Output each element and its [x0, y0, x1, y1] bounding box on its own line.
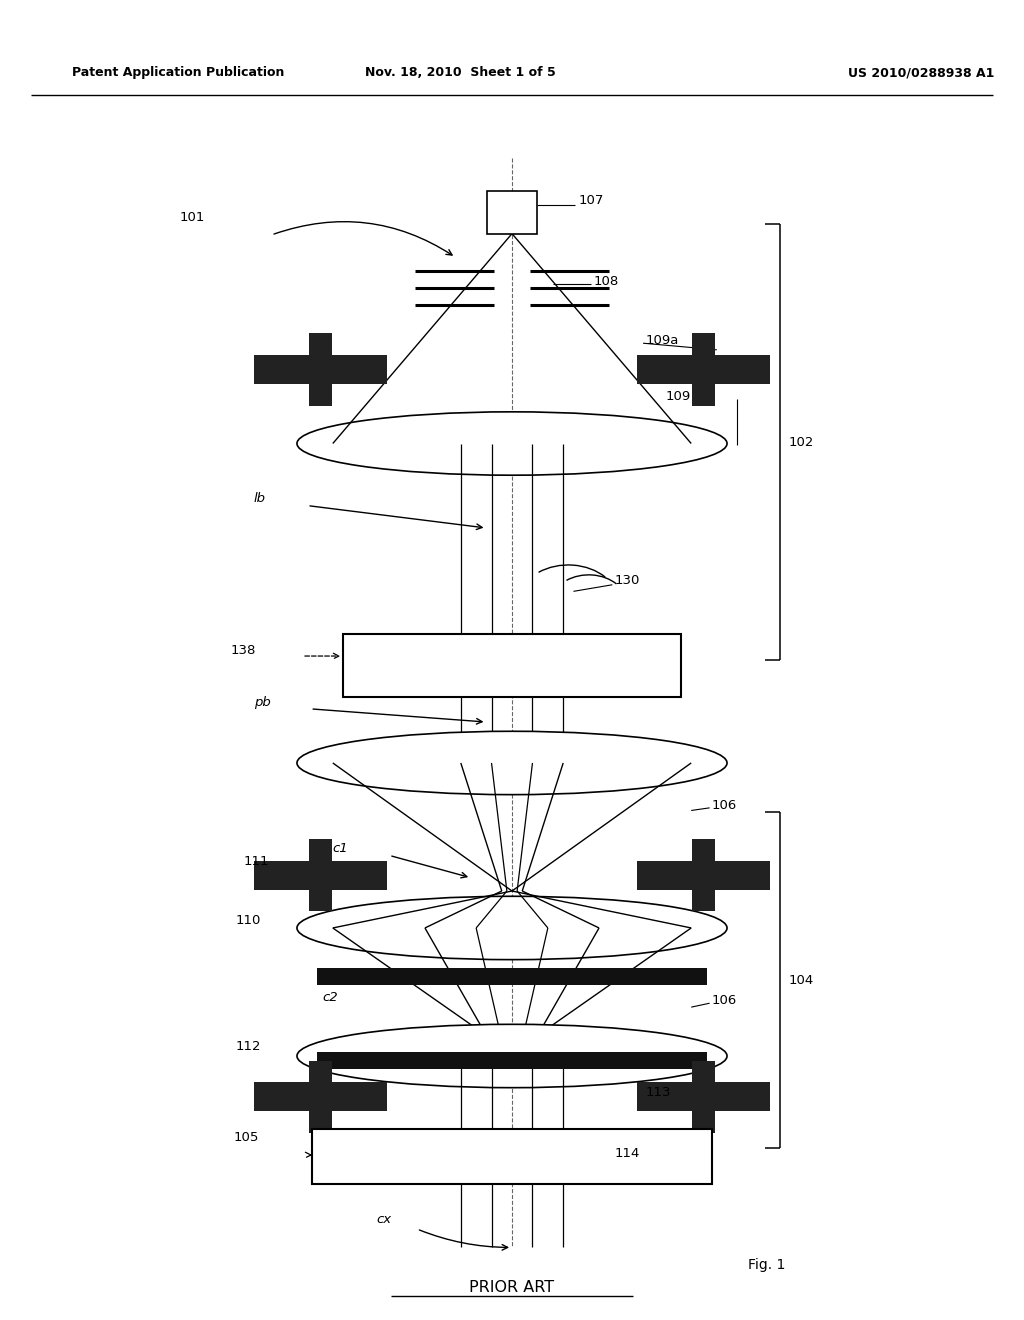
Text: 107: 107 — [579, 194, 604, 207]
Bar — [487, 191, 537, 234]
Text: 114: 114 — [614, 1147, 640, 1160]
Text: pb: pb — [254, 696, 270, 709]
Text: PRIOR ART: PRIOR ART — [469, 1279, 555, 1295]
Ellipse shape — [297, 896, 727, 960]
Bar — [637, 861, 770, 890]
Bar — [637, 355, 770, 384]
Text: 108: 108 — [594, 275, 620, 288]
Bar — [317, 968, 707, 985]
Ellipse shape — [297, 731, 727, 795]
Bar — [692, 333, 715, 407]
Bar — [309, 840, 332, 912]
Text: US 2010/0288938 A1: US 2010/0288938 A1 — [849, 66, 994, 79]
Text: c1: c1 — [333, 842, 348, 855]
Text: 104: 104 — [788, 974, 814, 987]
Text: 109: 109 — [666, 389, 691, 403]
Bar — [309, 1061, 332, 1133]
Text: 106: 106 — [712, 799, 737, 812]
Text: cx: cx — [377, 1213, 392, 1226]
Ellipse shape — [297, 1024, 727, 1088]
Text: c2: c2 — [323, 991, 338, 1005]
Text: 109a: 109a — [645, 334, 679, 347]
Bar — [692, 840, 715, 912]
Text: 106: 106 — [712, 994, 737, 1007]
Text: 130: 130 — [614, 574, 640, 587]
Text: 102: 102 — [788, 436, 814, 449]
Bar — [312, 1129, 712, 1184]
Text: lb: lb — [254, 492, 266, 506]
Bar — [343, 634, 681, 697]
Bar — [692, 1061, 715, 1133]
Text: 105: 105 — [233, 1131, 259, 1144]
Text: 110: 110 — [236, 913, 261, 927]
Text: 111: 111 — [244, 855, 269, 869]
Text: 138: 138 — [230, 644, 256, 657]
Text: 113: 113 — [645, 1086, 671, 1100]
Ellipse shape — [297, 412, 727, 475]
Bar — [317, 1052, 707, 1069]
Bar — [254, 861, 387, 890]
Bar — [254, 355, 387, 384]
Bar — [309, 333, 332, 407]
Text: Patent Application Publication: Patent Application Publication — [72, 66, 284, 79]
Text: Fig. 1: Fig. 1 — [748, 1258, 784, 1271]
Text: 112: 112 — [236, 1040, 261, 1053]
Bar — [254, 1082, 387, 1111]
Bar — [637, 1082, 770, 1111]
Text: 101: 101 — [179, 211, 205, 224]
Text: Nov. 18, 2010  Sheet 1 of 5: Nov. 18, 2010 Sheet 1 of 5 — [366, 66, 556, 79]
